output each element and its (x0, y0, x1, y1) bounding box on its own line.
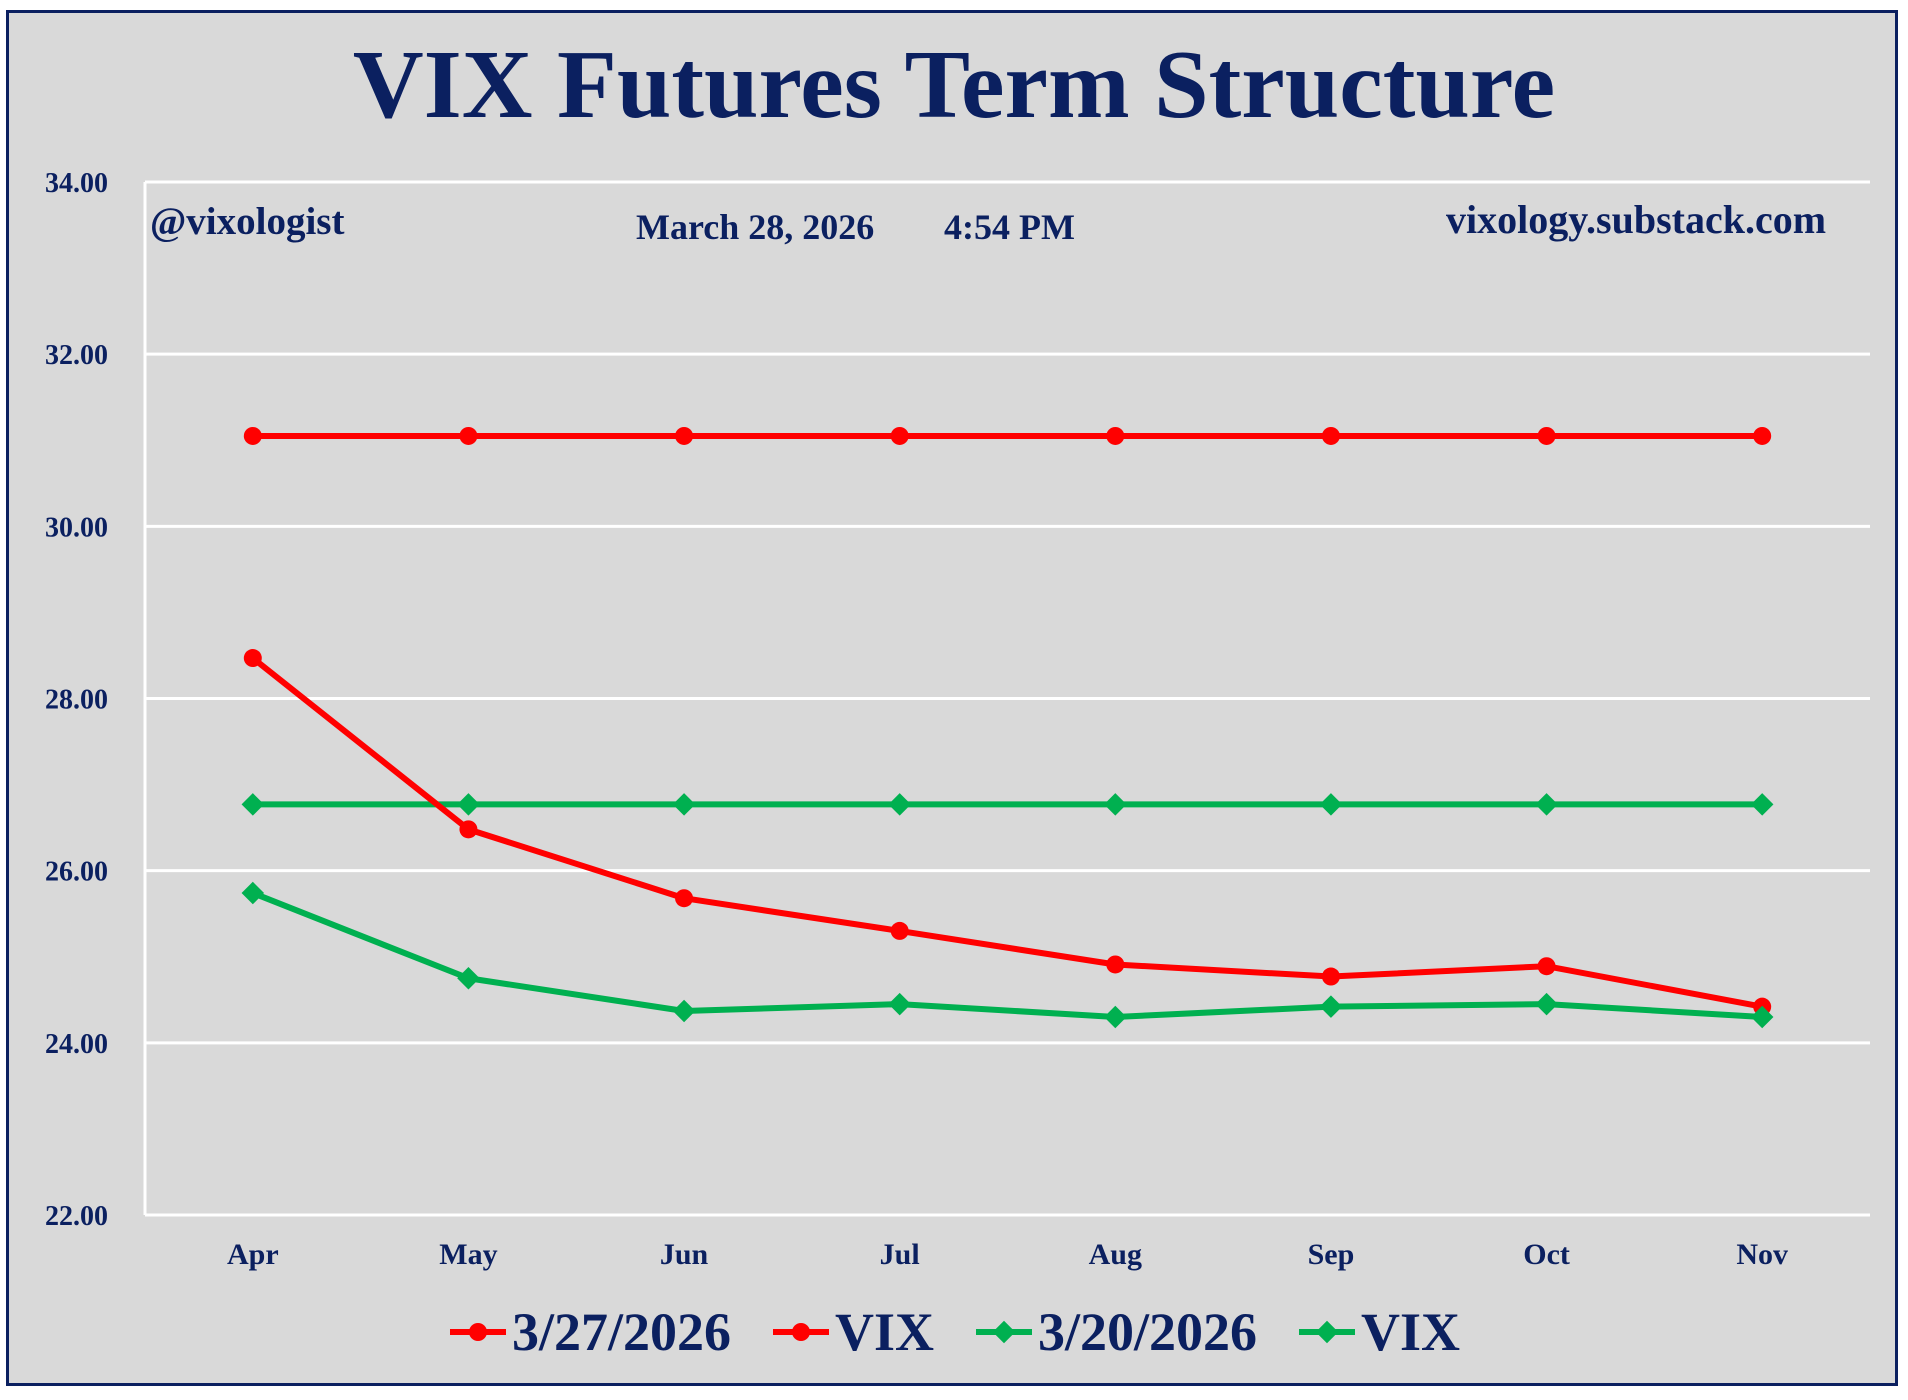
legend: 3/27/2026 VIX 3/20/2026 VIX (0, 1300, 1908, 1364)
site-label: vixology.substack.com (1446, 197, 1827, 242)
legend-swatch-red-circle (772, 1323, 829, 1341)
data-point (1315, 1320, 1339, 1344)
author-handle: @vixologist (150, 200, 345, 243)
data-point (1537, 957, 1556, 976)
legend-item-4: VIX (1297, 1305, 1460, 1359)
series-line (251, 890, 1763, 1021)
series-4 (241, 793, 1774, 816)
series-2 (243, 426, 1772, 445)
data-point (241, 881, 265, 905)
data-point (243, 426, 262, 445)
x-tick-label: Nov (1736, 1238, 1788, 1271)
x-tick-label: Apr (227, 1238, 279, 1271)
y-tick-label: 34.00 (45, 168, 108, 199)
plot-area (241, 426, 1774, 1029)
x-tick-label: Sep (1308, 1238, 1355, 1271)
data-point (1106, 426, 1125, 445)
legend-swatch-green-diamond (976, 1320, 1032, 1344)
data-point (888, 793, 911, 816)
legend-item-2: VIX (771, 1305, 934, 1359)
x-tick-label: Oct (1523, 1238, 1570, 1271)
legend-label-1: 3/27/2026 (511, 1302, 731, 1362)
series-line (250, 655, 1763, 1010)
y-tick-label: 22.00 (45, 1201, 108, 1232)
date-label: March 28, 2026 (636, 207, 875, 247)
data-point (791, 1323, 810, 1341)
data-point (890, 921, 909, 940)
data-point (1321, 426, 1340, 445)
data-point (672, 999, 696, 1023)
y-tick-label: 30.00 (45, 512, 108, 543)
x-tick-label: Aug (1089, 1238, 1142, 1271)
x-tick-label: May (439, 1238, 497, 1271)
data-point (1106, 955, 1125, 974)
data-point (459, 426, 478, 445)
data-point (468, 1323, 487, 1341)
x-axis: Apr May Jun Jul Aug Sep Oct Nov (227, 1238, 1788, 1271)
data-point (1753, 426, 1772, 445)
legend-label-3: 3/20/2026 (1038, 1302, 1258, 1362)
data-point (1535, 992, 1558, 1016)
series-3 (241, 881, 1774, 1029)
grid-lines (145, 180, 1870, 1217)
data-point (241, 793, 265, 816)
data-point (675, 889, 694, 908)
series-1 (243, 649, 1772, 1016)
data-point (457, 967, 480, 990)
legend-item-3: 3/20/2026 (974, 1305, 1257, 1359)
y-axis: 22.00 24.00 26.00 28.00 30.00 32.00 34.00 (45, 168, 147, 1232)
data-point (675, 426, 694, 445)
legend-label-2: VIX (834, 1302, 934, 1362)
data-point (1104, 793, 1127, 816)
data-point (457, 793, 480, 816)
x-tick-label: Jun (660, 1238, 709, 1271)
data-point (1750, 1005, 1774, 1029)
data-point (888, 992, 911, 1016)
data-point (890, 426, 909, 445)
data-point (992, 1320, 1016, 1344)
data-point (672, 793, 696, 816)
data-point (1319, 793, 1343, 816)
data-point (1535, 793, 1558, 816)
chart-title: VIX Futures Term Structure (352, 31, 1556, 139)
y-tick-label: 24.00 (45, 1029, 108, 1060)
data-point (243, 649, 262, 668)
legend-label-4: VIX (1361, 1302, 1461, 1362)
y-tick-label: 32.00 (45, 340, 108, 371)
data-point (1104, 1005, 1127, 1029)
y-tick-label: 28.00 (45, 685, 108, 716)
y-tick-label: 26.00 (45, 857, 108, 888)
data-point (1537, 426, 1556, 445)
data-point (459, 820, 478, 839)
data-point (1321, 967, 1340, 986)
legend-item-1: 3/27/2026 (448, 1305, 731, 1359)
legend-swatch-red-circle (449, 1323, 506, 1341)
data-point (1750, 793, 1774, 816)
x-tick-label: Jul (880, 1238, 920, 1271)
data-point (1319, 995, 1343, 1018)
time-label: 4:54 PM (944, 207, 1075, 247)
legend-swatch-green-diamond (1299, 1320, 1356, 1344)
